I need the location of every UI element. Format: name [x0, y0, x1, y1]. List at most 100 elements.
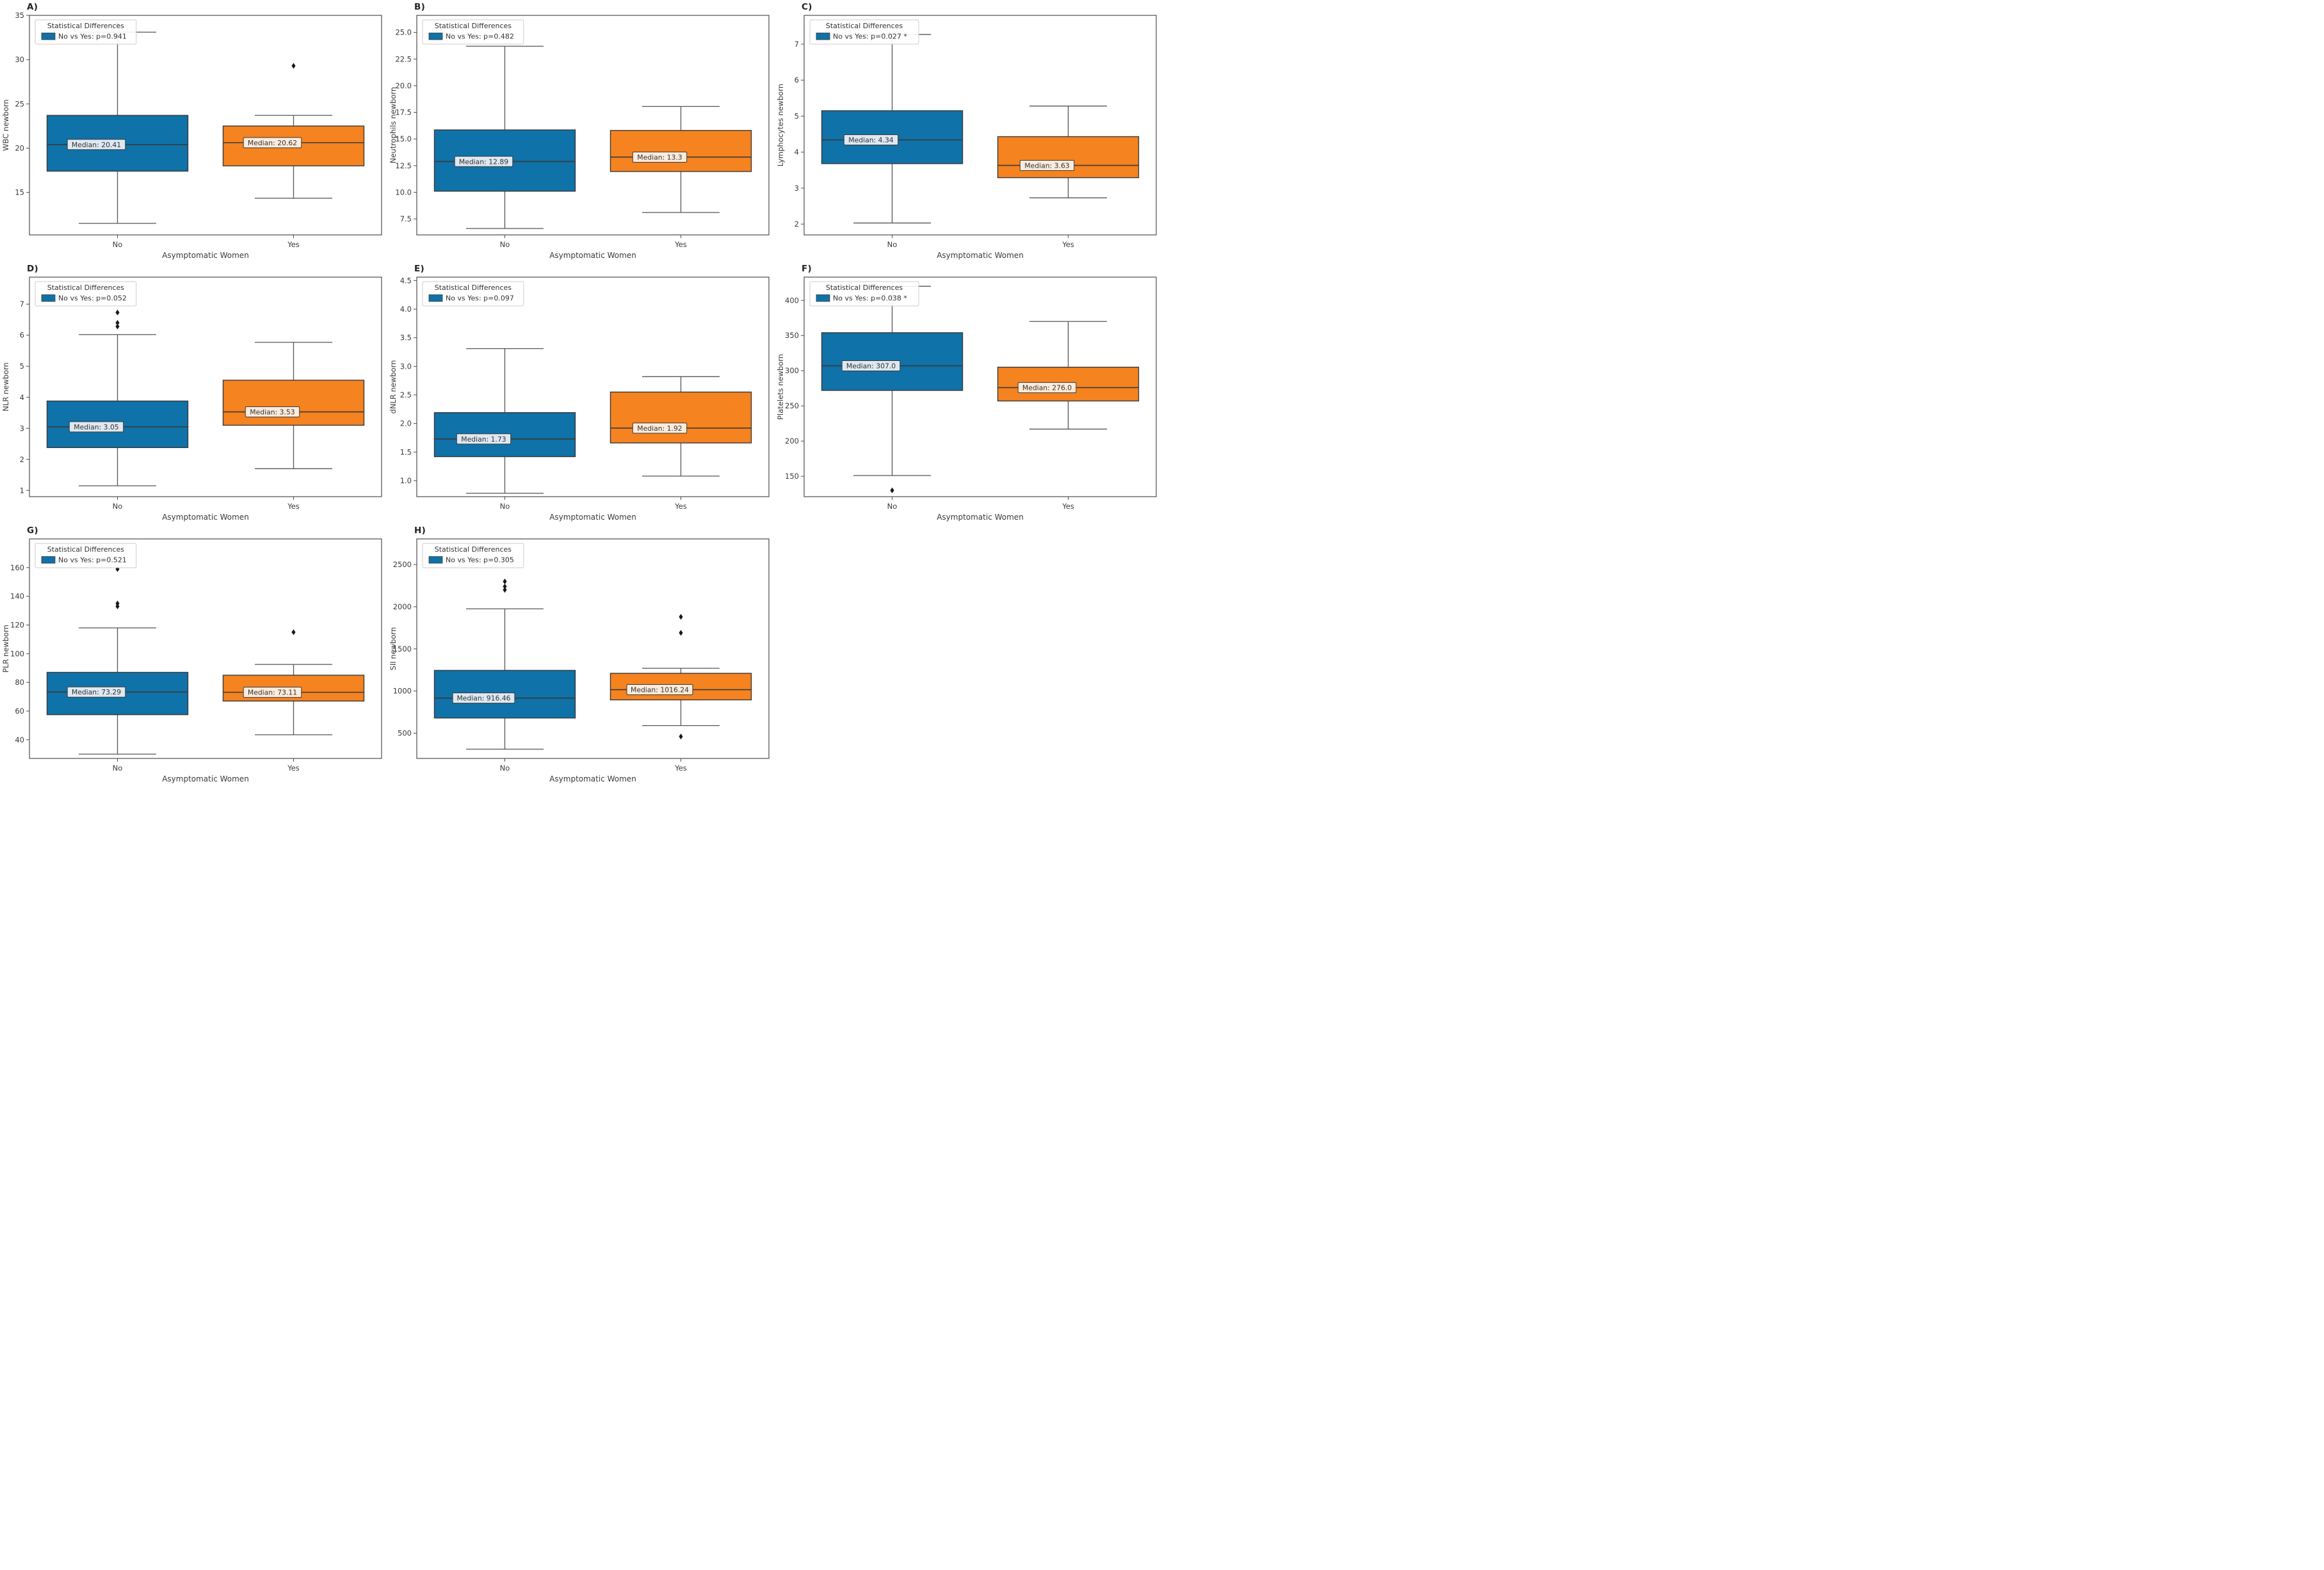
axes-frame	[803, 15, 1157, 236]
y-tick-label: 2.5	[400, 390, 412, 399]
x-axis-label: Asymptomatic Women	[162, 513, 249, 522]
y-tick-label: 2	[795, 220, 799, 228]
y-tick-label: 1000	[393, 687, 412, 696]
legend-box	[422, 543, 524, 568]
x-tick-label: Yes	[1061, 502, 1074, 511]
y-tick-label: 3	[795, 184, 799, 193]
y-tick-label: 22.5	[395, 54, 412, 63]
panel-letter: H)	[414, 525, 426, 536]
x-axis-label: Asymptomatic Women	[549, 774, 636, 783]
median-annotation-box	[626, 684, 693, 696]
x-tick-label: No	[113, 502, 123, 511]
y-tick-label: 30	[15, 55, 24, 64]
median-annotation-label: Median: 1016.24	[631, 686, 689, 694]
legend-swatch	[41, 556, 56, 564]
axes-frame	[29, 276, 382, 497]
x-axis-label: Asymptomatic Women	[162, 774, 249, 783]
x-tick-label: No	[500, 240, 510, 249]
median-annotation-label: Median: 4.34	[848, 136, 894, 145]
y-tick-label: 7	[20, 300, 24, 308]
median-annotation-label: Median: 307.0	[846, 362, 896, 371]
x-tick-label: No	[887, 240, 898, 249]
figure-grid: A) 15 20 25 30 35 WBC newborn Median: 20.41 No M…	[0, 0, 1162, 785]
panel-d-nlr: D) 1 2 3 4 5 6 7 NLR newborn Median: 3.05 No Media…	[0, 262, 387, 524]
x-axis-label: Asymptomatic Women	[162, 251, 249, 260]
outlier-marker	[115, 309, 120, 316]
panel-b-neutrophils: B) 7.5 10.0 12.5 15.0 17.5 20.0 22.5 25.0 Neutro…	[387, 0, 775, 262]
legend-title: Statistical Differences	[435, 545, 512, 554]
median-annotation-label: Median: 3.63	[1024, 161, 1069, 170]
median-annotation-label: Median: 916.46	[456, 694, 510, 703]
y-axis-label: SII newborn	[389, 627, 398, 671]
legend-title: Statistical Differences	[826, 284, 903, 292]
y-tick-label: 4	[20, 393, 24, 402]
y-tick-label: 4.0	[400, 305, 412, 314]
outlier-marker	[679, 630, 683, 636]
legend-swatch	[816, 33, 830, 40]
y-axis-label: dNLR newborn	[389, 360, 398, 414]
axes-frame	[416, 15, 770, 236]
boxplot-plr-newborn: 40 60 80 100 120 140 160 PLR newborn Median: 73.…	[1, 538, 382, 783]
boxplot-sii-newborn: 500 1000 1500 2000 2500 SII newborn Median: 91…	[389, 538, 770, 783]
y-tick-label: 1.0	[400, 476, 412, 485]
y-axis-label: Lymphocytes newborn	[776, 84, 785, 166]
y-tick-label: 6	[795, 76, 799, 84]
median-annotation-box	[67, 139, 126, 150]
median-annotation-label: Median: 276.0	[1022, 384, 1072, 392]
axes-frame	[29, 15, 382, 236]
y-tick-label: 2	[20, 455, 24, 464]
median-annotation-box	[1019, 159, 1075, 171]
median-annotation-label: Median: 13.3	[637, 153, 682, 161]
outlier-marker	[890, 487, 894, 493]
x-axis-label: Asymptomatic Women	[937, 513, 1024, 522]
y-tick-label: 160	[10, 563, 24, 572]
legend-entry: No vs Yes: p=0.097	[446, 294, 514, 303]
y-tick-label: 2.0	[400, 419, 412, 428]
outlier-marker	[503, 583, 507, 589]
y-tick-label: 3.0	[400, 362, 412, 371]
y-tick-label: 40	[15, 735, 24, 744]
y-tick-label: 350	[785, 331, 799, 340]
median-annotation-box	[69, 421, 124, 433]
y-tick-label: 60	[15, 707, 24, 716]
y-tick-label: 25.0	[395, 28, 412, 37]
y-axis-label: NLR newborn	[1, 362, 10, 412]
legend-box	[35, 281, 137, 307]
y-tick-label: 300	[785, 366, 799, 375]
panel-letter: G)	[27, 525, 38, 536]
legend-swatch	[428, 294, 443, 302]
y-tick-label: 4	[795, 148, 799, 157]
x-tick-label: Yes	[287, 502, 300, 511]
y-tick-label: 250	[785, 401, 799, 410]
panel-e-dnlr: E) 1.0 1.5 2.0 2.5 3.0 3.5 4.0 4.5 dNLR newborn M…	[387, 262, 775, 524]
legend-title: Statistical Differences	[47, 22, 125, 30]
legend-title: Statistical Differences	[435, 22, 512, 30]
panel-a-wbc: A) 15 20 25 30 35 WBC newborn Median: 20.41 No M…	[0, 0, 387, 262]
box-yes	[609, 391, 752, 444]
y-axis-label: PLR newborn	[1, 625, 10, 673]
median-annotation-box	[841, 360, 901, 372]
outlier-marker	[115, 600, 120, 607]
median-annotation-box	[452, 693, 515, 704]
x-tick-label: No	[887, 502, 898, 511]
outlier-marker	[503, 587, 507, 593]
y-tick-label: 1500	[393, 645, 412, 653]
panel-h-sii: H) 500 1000 1500 2000 2500 SII newborn Median:…	[387, 524, 775, 785]
median-annotation-label: Median: 20.62	[248, 139, 297, 147]
boxplot-neutrophils-newborn: 7.5 10.0 12.5 15.0 17.5 20.0 22.5 25.0 Neutrophi…	[389, 15, 770, 260]
legend-entry: No vs Yes: p=0.027 *	[833, 33, 907, 41]
y-axis-label: Platelets newborn	[776, 354, 785, 420]
boxplot-dnlr-newborn: 1.0 1.5 2.0 2.5 3.0 3.5 4.0 4.5 dNLR newborn Medi…	[389, 276, 770, 522]
y-tick-label: 20.0	[395, 81, 412, 90]
outlier-marker	[679, 733, 683, 740]
median-annotation-box	[243, 687, 302, 698]
median-annotation-box	[456, 433, 512, 445]
outlier-marker	[115, 323, 120, 330]
x-axis-label: Asymptomatic Women	[937, 251, 1024, 260]
median-annotation-label: Median: 73.29	[72, 688, 121, 696]
legend-entry: No vs Yes: p=0.941	[58, 33, 127, 41]
median-annotation-label: Median: 73.11	[248, 689, 297, 697]
outlier-marker	[503, 578, 507, 584]
panel-letter: C)	[802, 2, 812, 12]
boxplot-wbc-newborn: 15 20 25 30 35 WBC newborn Median: 20.41 No Medi…	[1, 11, 382, 260]
